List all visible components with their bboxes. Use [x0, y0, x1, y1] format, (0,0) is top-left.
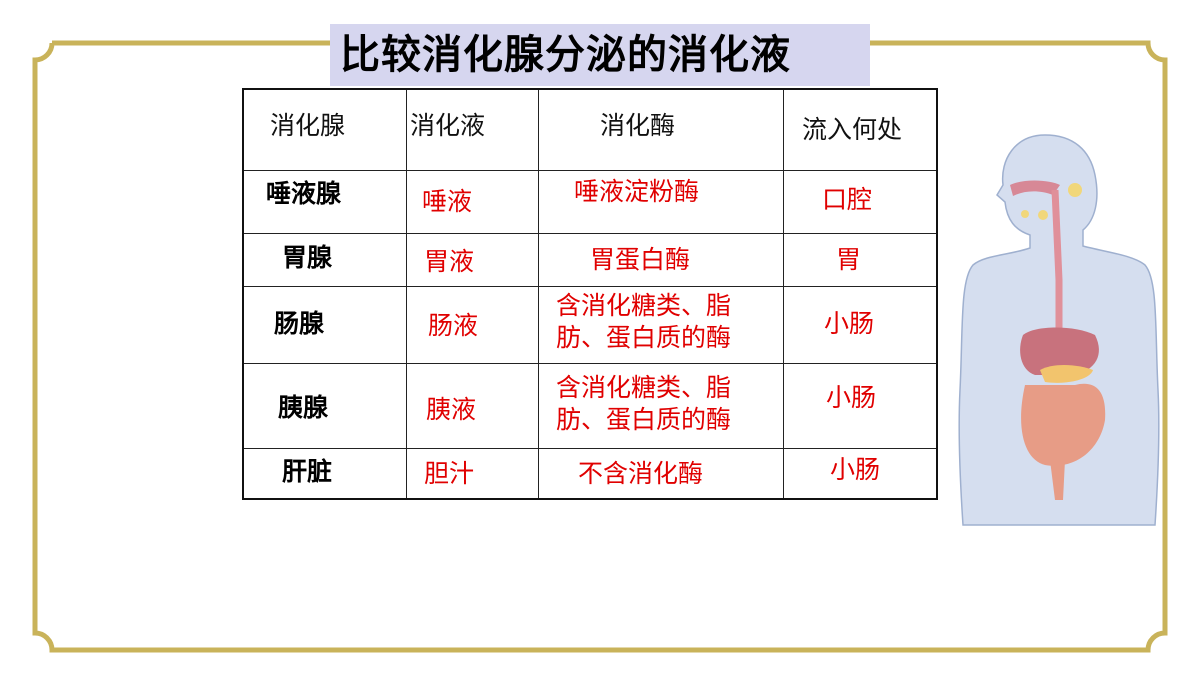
row-enzyme: 唾液淀粉酶: [574, 177, 700, 206]
digestive-system-illustration: [958, 134, 1160, 526]
row-gland: 胃腺: [282, 243, 333, 272]
header-juice: 消化液: [410, 111, 486, 140]
row-enzyme: 不含消化酶: [578, 459, 704, 488]
row-destination: 小肠: [830, 455, 881, 484]
row-juice: 胃液: [424, 247, 475, 276]
header-enzyme: 消化酶: [600, 111, 676, 140]
row-enzyme: 胃蛋白酶: [590, 245, 691, 274]
row-juice: 唾液: [422, 187, 473, 216]
row-gland: 胰腺: [278, 393, 329, 422]
row-gland: 唾液腺: [266, 179, 342, 208]
row-gland: 肠腺: [274, 309, 325, 338]
row-juice: 胰液: [426, 395, 477, 424]
slide-title: 比较消化腺分泌的消化液: [330, 24, 870, 86]
row-destination: 小肠: [826, 383, 877, 412]
comparison-table: 消化腺 消化液 消化酶 流入何处 唾液腺 唾液 唾液淀粉酶 口腔 胃腺 胃液 胃…: [242, 88, 938, 500]
header-gland: 消化腺: [270, 111, 346, 140]
header-destination: 流入何处: [802, 115, 903, 144]
row-juice: 胆汁: [424, 459, 475, 488]
row-enzyme: 含消化糖类、脂肪、蛋白质的酶: [556, 373, 732, 434]
row-destination: 胃: [836, 245, 862, 274]
row-juice: 肠液: [428, 311, 479, 340]
row-destination: 小肠: [824, 309, 875, 338]
row-gland: 肝脏: [282, 457, 333, 486]
row-enzyme: 含消化糖类、脂肪、蛋白质的酶: [556, 291, 732, 352]
row-destination: 口腔: [822, 185, 873, 214]
